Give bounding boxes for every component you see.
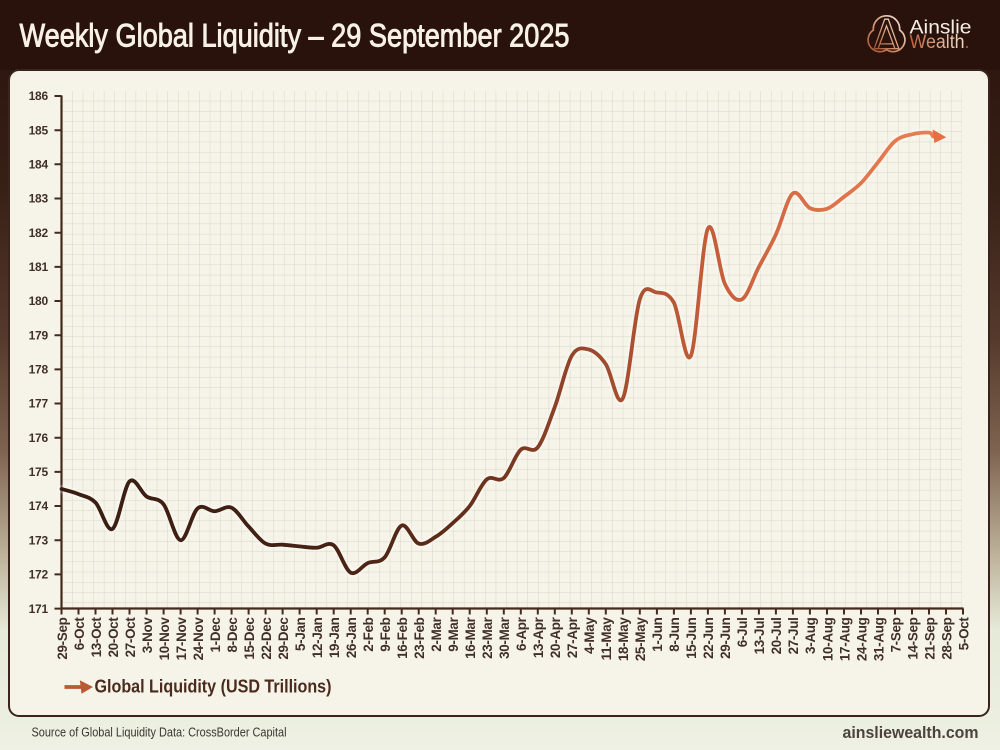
svg-text:7-Sep: 7-Sep [888, 617, 903, 652]
svg-text:8-Dec: 8-Dec [225, 617, 240, 653]
svg-text:20-Oct: 20-Oct [106, 617, 121, 658]
svg-text:24-Aug: 24-Aug [854, 617, 869, 661]
svg-text:5-Oct: 5-Oct [956, 617, 971, 651]
svg-text:16-Feb: 16-Feb [395, 617, 410, 658]
svg-text:28-Sep: 28-Sep [939, 617, 954, 659]
svg-text:1-Jun: 1-Jun [650, 617, 665, 651]
svg-text:21-Sep: 21-Sep [922, 617, 937, 659]
svg-text:25-May: 25-May [633, 617, 648, 661]
svg-text:29-Jun: 29-Jun [718, 617, 733, 658]
svg-text:27-Apr: 27-Apr [565, 616, 580, 658]
svg-text:12-Jan: 12-Jan [310, 617, 325, 658]
svg-text:183: 183 [29, 192, 49, 206]
svg-text:24-Nov: 24-Nov [191, 617, 206, 661]
svg-text:179: 179 [29, 328, 49, 342]
svg-text:3-Aug: 3-Aug [803, 617, 818, 654]
svg-text:13-Oct: 13-Oct [89, 617, 104, 658]
svg-text:30-Mar: 30-Mar [497, 616, 512, 658]
svg-text:177: 177 [29, 397, 49, 411]
svg-text:22-Jun: 22-Jun [701, 617, 716, 658]
svg-text:173: 173 [29, 533, 49, 547]
svg-text:29-Sep: 29-Sep [55, 617, 70, 659]
svg-text:3-Nov: 3-Nov [140, 617, 155, 654]
svg-text:5-Jan: 5-Jan [293, 617, 308, 651]
svg-text:17-Aug: 17-Aug [837, 617, 852, 661]
svg-text:8-Jun: 8-Jun [667, 617, 682, 651]
svg-text:Global Liquidity (USD Trillion: Global Liquidity (USD Trillions) [95, 677, 332, 697]
svg-text:16-Mar: 16-Mar [463, 616, 478, 658]
svg-text:31-Aug: 31-Aug [871, 617, 886, 661]
svg-text:175: 175 [29, 465, 49, 479]
svg-text:13-Apr: 13-Apr [531, 616, 546, 658]
svg-text:27-Oct: 27-Oct [123, 617, 138, 658]
svg-text:176: 176 [29, 431, 49, 445]
svg-text:26-Jan: 26-Jan [344, 617, 359, 658]
svg-text:10-Nov: 10-Nov [157, 617, 172, 661]
svg-text:Wealth.: Wealth. [910, 32, 970, 53]
svg-text:178: 178 [29, 363, 49, 377]
svg-text:2-Feb: 2-Feb [361, 617, 376, 651]
svg-text:ainsliewealth.com: ainsliewealth.com [843, 723, 979, 742]
svg-text:Weekly Global Liquidity – 29 S: Weekly Global Liquidity – 29 September 2… [20, 18, 570, 54]
svg-text:174: 174 [29, 499, 49, 513]
svg-text:15-Dec: 15-Dec [242, 617, 257, 660]
svg-text:29-Dec: 29-Dec [276, 617, 291, 660]
svg-text:4-May: 4-May [582, 617, 597, 654]
svg-text:Ainslie: Ainslie [910, 18, 972, 39]
svg-text:18-May: 18-May [616, 617, 631, 661]
svg-text:9-Feb: 9-Feb [378, 617, 393, 651]
svg-text:184: 184 [29, 158, 49, 172]
svg-text:10-Aug: 10-Aug [820, 617, 835, 661]
svg-text:Source of Global Liquidity Dat: Source of Global Liquidity Data: CrossBo… [32, 726, 287, 740]
svg-text:180: 180 [29, 294, 49, 308]
svg-text:185: 185 [29, 123, 49, 137]
svg-text:2-Mar: 2-Mar [429, 616, 444, 651]
svg-text:181: 181 [29, 260, 49, 274]
svg-text:6-Oct: 6-Oct [72, 617, 87, 651]
svg-text:23-Feb: 23-Feb [412, 617, 427, 658]
svg-text:9-Mar: 9-Mar [446, 616, 461, 651]
svg-text:22-Dec: 22-Dec [259, 617, 274, 660]
svg-text:15-Jun: 15-Jun [684, 617, 699, 658]
svg-text:27-Jul: 27-Jul [786, 618, 801, 655]
svg-text:172: 172 [29, 568, 49, 582]
svg-text:14-Sep: 14-Sep [905, 617, 920, 659]
svg-text:11-May: 11-May [599, 617, 614, 661]
svg-text:17-Nov: 17-Nov [174, 617, 189, 661]
svg-text:20-Jul: 20-Jul [769, 618, 784, 655]
svg-text:6-Jul: 6-Jul [735, 618, 750, 648]
svg-text:171: 171 [29, 602, 49, 616]
svg-text:20-Apr: 20-Apr [548, 616, 563, 658]
svg-text:6-Apr: 6-Apr [514, 616, 529, 651]
svg-text:19-Jan: 19-Jan [327, 617, 342, 658]
svg-text:186: 186 [29, 89, 49, 103]
svg-text:23-Mar: 23-Mar [480, 616, 495, 658]
svg-text:1-Dec: 1-Dec [208, 617, 223, 653]
svg-text:13-Jul: 13-Jul [752, 618, 767, 655]
svg-text:182: 182 [29, 226, 49, 240]
